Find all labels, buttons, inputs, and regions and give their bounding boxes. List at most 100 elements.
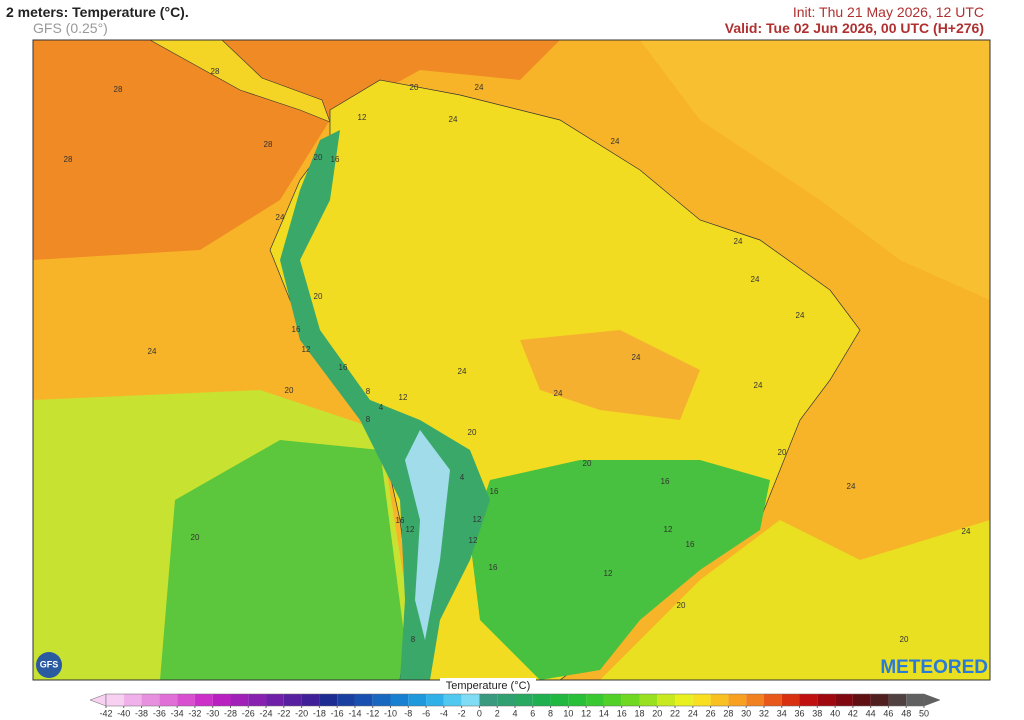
warm-ocean (33, 40, 560, 260)
colorbar-bin (675, 694, 693, 706)
colorbar-bin (266, 694, 284, 706)
contour-label: 12 (302, 345, 311, 354)
colorbar-tick-label: 10 (563, 708, 573, 718)
colorbar-tick-label: -40 (117, 708, 130, 718)
colorbar-bin (301, 694, 320, 706)
colorbar-tick-label: -6 (422, 708, 430, 718)
colorbar-bin (123, 694, 142, 706)
cool-land (470, 460, 770, 680)
title: 2 meters: Temperature (°C). (6, 4, 189, 20)
colorbar-bin (159, 694, 178, 706)
valid-time: Valid: Tue 02 Jun 2026, 00 UTC (H+276) (724, 20, 984, 36)
cold-peaks (405, 430, 450, 640)
colorbar-bin (692, 694, 711, 706)
contour-label: 20 (285, 386, 294, 395)
colorbar-tick-label: -38 (135, 708, 148, 718)
contour-label: 20 (900, 635, 909, 644)
colorbar-tick-label: 22 (670, 708, 680, 718)
warm-area (520, 330, 700, 420)
contour-label: 24 (754, 381, 763, 390)
colorbar-tick-label: -10 (384, 708, 397, 718)
colorbar-tick-label: 26 (706, 708, 716, 718)
contour-label: 16 (490, 487, 499, 496)
cold-ocean (160, 440, 410, 680)
colorbar-tick-label: 28 (723, 708, 733, 718)
contour-label: 24 (458, 367, 467, 376)
colorbar-bin (603, 694, 622, 706)
contour-label: 24 (276, 213, 285, 222)
contour-label: 28 (64, 155, 73, 164)
colorbar-tick-label: 40 (830, 708, 840, 718)
gfs-logo-text: GFS (40, 659, 59, 669)
colorbar-bin (337, 694, 355, 706)
colorbar-bin (212, 694, 231, 706)
colorbar-tick-label: 50 (919, 708, 929, 718)
colorbar-tick-label: 18 (634, 708, 644, 718)
colorbar-bin (746, 694, 764, 706)
colorbar-bin (906, 694, 924, 706)
colorbar-bin (283, 694, 302, 706)
colorbar-title: Temperature (°C) (446, 680, 530, 692)
colorbar-tick-label: 34 (777, 708, 787, 718)
colorbar-tick-label: 2 (495, 708, 500, 718)
colorbar-tick-label: -30 (206, 708, 219, 718)
colorbar-tick-label: 30 (741, 708, 751, 718)
colorbar-tick-label: -2 (458, 708, 466, 718)
colorbar-bin (372, 694, 391, 706)
colorbar-bin (639, 694, 658, 706)
colorbar-tick-label: -8 (404, 708, 412, 718)
colorbar-title-bg (440, 678, 536, 692)
south-atlantic (600, 520, 990, 680)
contour-label: 24 (796, 311, 805, 320)
colorbar-bin (354, 694, 373, 706)
colorbar-tick-label: 4 (512, 708, 517, 718)
contour-label: 16 (339, 363, 348, 372)
contour-label: 24 (475, 83, 484, 92)
contour-label: 16 (396, 516, 405, 525)
contour-label: 8 (366, 415, 371, 424)
colorbar-bin (817, 694, 836, 706)
contour-label: 16 (661, 477, 670, 486)
colorbar-bin (532, 694, 551, 706)
colorbar-bin (177, 694, 195, 706)
gfs-logo (36, 652, 62, 678)
contour-label: 20 (778, 448, 787, 457)
ocean-zone (640, 40, 990, 300)
colorbar-tick-label: 0 (477, 708, 482, 718)
colorbar-tick-label: 20 (652, 708, 662, 718)
contour-label: 24 (632, 353, 641, 362)
contour-label: 16 (686, 540, 695, 549)
colorbar-bin (621, 694, 640, 706)
contour-label: 28 (264, 140, 273, 149)
init-time: Init: Thu 21 May 2026, 12 UTC (792, 4, 984, 20)
colorbar-tick-label: -42 (99, 708, 112, 718)
colorbar-bin (515, 694, 533, 706)
contour-label: 12 (406, 525, 415, 534)
colorbar-bin (835, 694, 853, 706)
contour-label: 4 (379, 403, 384, 412)
contour-label: 24 (554, 389, 563, 398)
colorbar-bin (106, 694, 124, 706)
colorbar-tick-label: 42 (848, 708, 858, 718)
contour-label: 16 (489, 563, 498, 572)
contour-label: 24 (751, 275, 760, 284)
contour-label: 12 (473, 515, 482, 524)
colorbar-bin (248, 694, 267, 706)
central-america (148, 39, 331, 123)
colorbar-bin (870, 694, 889, 706)
contour-label: 12 (604, 569, 613, 578)
contour-label: 12 (664, 525, 673, 534)
colorbar-bin (497, 694, 515, 706)
brand-logo: METEORED (880, 657, 988, 678)
colorbar-tick-label: 12 (581, 708, 591, 718)
colorbar-arrow-left (89, 693, 107, 707)
contour-label: 20 (677, 601, 686, 610)
colorbar-tick-label: 46 (883, 708, 893, 718)
colorbar-tick-label: 44 (866, 708, 876, 718)
colorbar-bin (568, 694, 587, 706)
contour-label: 8 (411, 635, 416, 644)
colorbar-bin (586, 694, 604, 706)
colorbar-bin (230, 694, 249, 706)
